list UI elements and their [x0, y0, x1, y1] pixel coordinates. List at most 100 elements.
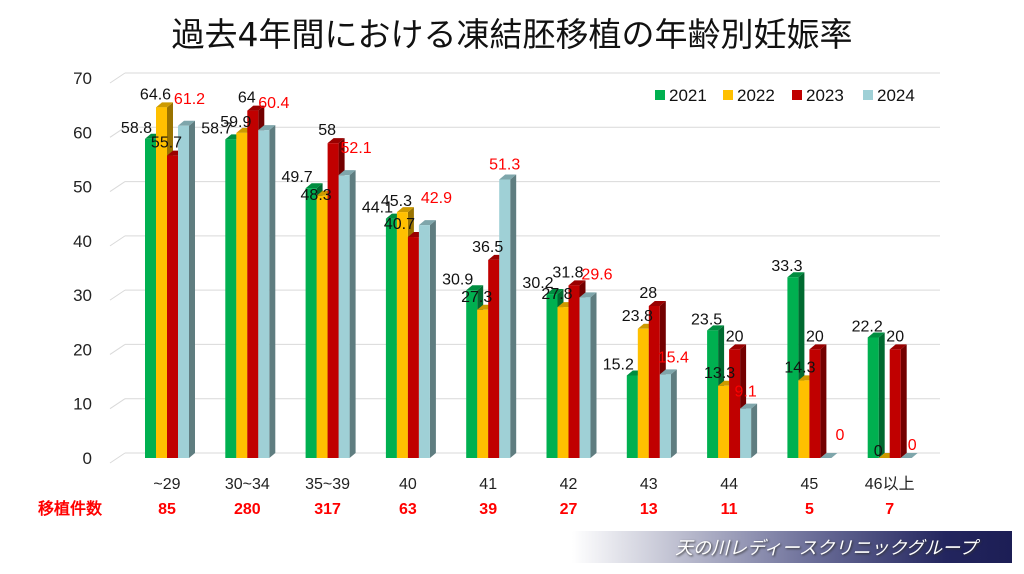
data-labels: 58.8 64.6 55.7 61.2 58.759.9 64 60.4 49.748.3 58…: [121, 86, 917, 460]
bar-front: [867, 337, 879, 458]
y-tick-label: 20: [73, 340, 92, 359]
bar-front: [156, 107, 167, 459]
bar-front: [145, 138, 156, 459]
gridline-diagonal: [109, 181, 126, 192]
bar-side: [349, 170, 356, 458]
transplant-count: 63: [399, 501, 417, 518]
bar-top: [740, 403, 758, 409]
data-label-2021: 30.9: [442, 271, 473, 288]
y-tick-label: 30: [73, 286, 92, 305]
x-tick-label: ~29: [153, 476, 180, 493]
y-tick-label: 70: [73, 69, 92, 88]
data-label-2021: 15.2: [603, 356, 634, 373]
bar-front: [579, 297, 591, 458]
x-tick-label: 42: [560, 476, 578, 493]
bar-top: [729, 344, 747, 350]
legend-swatch: [792, 90, 802, 100]
data-label-2022: 14.3: [784, 359, 815, 376]
data-label-2022: 48.3: [301, 187, 332, 204]
bar-front: [167, 155, 178, 458]
x-tick-label: 46以上: [865, 475, 915, 493]
transplant-count-label: 移植件数: [38, 499, 103, 518]
bar-front: [477, 309, 489, 458]
data-label-2022: 0: [874, 443, 883, 460]
data-label-2023: 20: [886, 328, 904, 345]
bar-front: [557, 307, 569, 458]
data-label-2023: 55.7: [151, 135, 182, 152]
bar-top: [707, 325, 725, 331]
data-label-2022: 64.6: [140, 86, 171, 103]
bar-2024-8: [820, 453, 838, 458]
legend-item-2021: 2021: [655, 86, 707, 105]
bar-top: [867, 332, 885, 338]
bar-2023-9: [889, 344, 907, 458]
bar-side: [590, 292, 597, 458]
data-label-2021: 33.3: [771, 258, 802, 275]
transplant-count: 317: [314, 501, 341, 518]
bar-front: [798, 380, 810, 458]
bar-top: [305, 183, 323, 189]
data-label-2024: 61.2: [174, 91, 205, 108]
y-tick-label: 10: [73, 395, 92, 414]
data-label-2022: 27.8: [541, 286, 572, 303]
bar-side: [670, 369, 677, 458]
data-label-2024: 52.1: [341, 140, 372, 157]
bar-front: [499, 179, 511, 458]
bar-front: [385, 218, 397, 458]
data-label-2021: 44.1: [362, 200, 393, 217]
bar-front: [418, 225, 430, 458]
bar-2021-9: [867, 332, 885, 458]
legend-swatch: [655, 90, 665, 100]
gridline-diagonal: [109, 452, 126, 464]
data-label-2024: 15.4: [658, 349, 689, 366]
data-label-2021: 49.7: [282, 169, 313, 186]
transplant-count: 11: [721, 501, 738, 518]
bar-2024-4: [499, 174, 517, 458]
bar-front: [718, 385, 730, 458]
data-label-2022: 27.3: [461, 289, 492, 306]
bar-2024-5: [579, 292, 597, 458]
data-label-2021: 58.8: [121, 120, 152, 137]
bar-top: [568, 280, 586, 286]
bar-2024-2: [338, 170, 356, 458]
bar-top: [889, 344, 907, 350]
legend-swatch: [863, 90, 873, 100]
transplant-counts: 移植件数 85 280 317 63 39 27 13 11 5 7: [38, 499, 894, 518]
gridline-diagonal: [109, 72, 126, 84]
x-tick-label: 30~34: [225, 476, 270, 493]
bar-2024-6: [659, 369, 677, 458]
data-label-2023: 58: [318, 122, 336, 139]
data-label-2024: 0: [835, 427, 844, 444]
data-label-2021: 22.2: [852, 318, 883, 335]
bar-side: [269, 125, 276, 458]
bar-front: [809, 349, 821, 458]
legend-item-2022: 2022: [723, 86, 775, 105]
chart-title: 過去4年間における凍結胚移植の年齢別妊娠率: [171, 15, 853, 54]
data-label-2023: 28: [639, 285, 657, 302]
bar-top: [809, 344, 827, 350]
data-label-2023: 31.8: [552, 264, 583, 281]
data-label-2022: 13.3: [704, 365, 735, 382]
bar-top: [247, 105, 265, 111]
y-tick-label: 60: [73, 123, 92, 142]
bar-top: [396, 207, 414, 213]
gridline-diagonal: [109, 126, 126, 138]
bar-side: [878, 332, 885, 458]
data-label-2024: 60.4: [258, 95, 289, 112]
bar-side: [510, 174, 517, 458]
bar-top: [418, 220, 436, 226]
y-tick-label: 40: [73, 232, 92, 251]
x-axis: ~29 30~34 35~39 40 41 42 43 44 45 46以上: [153, 475, 914, 493]
legend-label: 2021: [669, 86, 707, 105]
legend-item-2023: 2023: [792, 86, 844, 105]
bars: [145, 102, 918, 459]
data-label-2023: 64: [238, 90, 256, 107]
bar-top: [579, 292, 597, 298]
bar-2024-9: [900, 453, 918, 458]
bar-front: [568, 285, 580, 458]
bar-front: [787, 277, 799, 458]
bar-top: [820, 453, 838, 458]
transplant-count: 85: [158, 501, 176, 518]
bar-front: [247, 110, 259, 459]
